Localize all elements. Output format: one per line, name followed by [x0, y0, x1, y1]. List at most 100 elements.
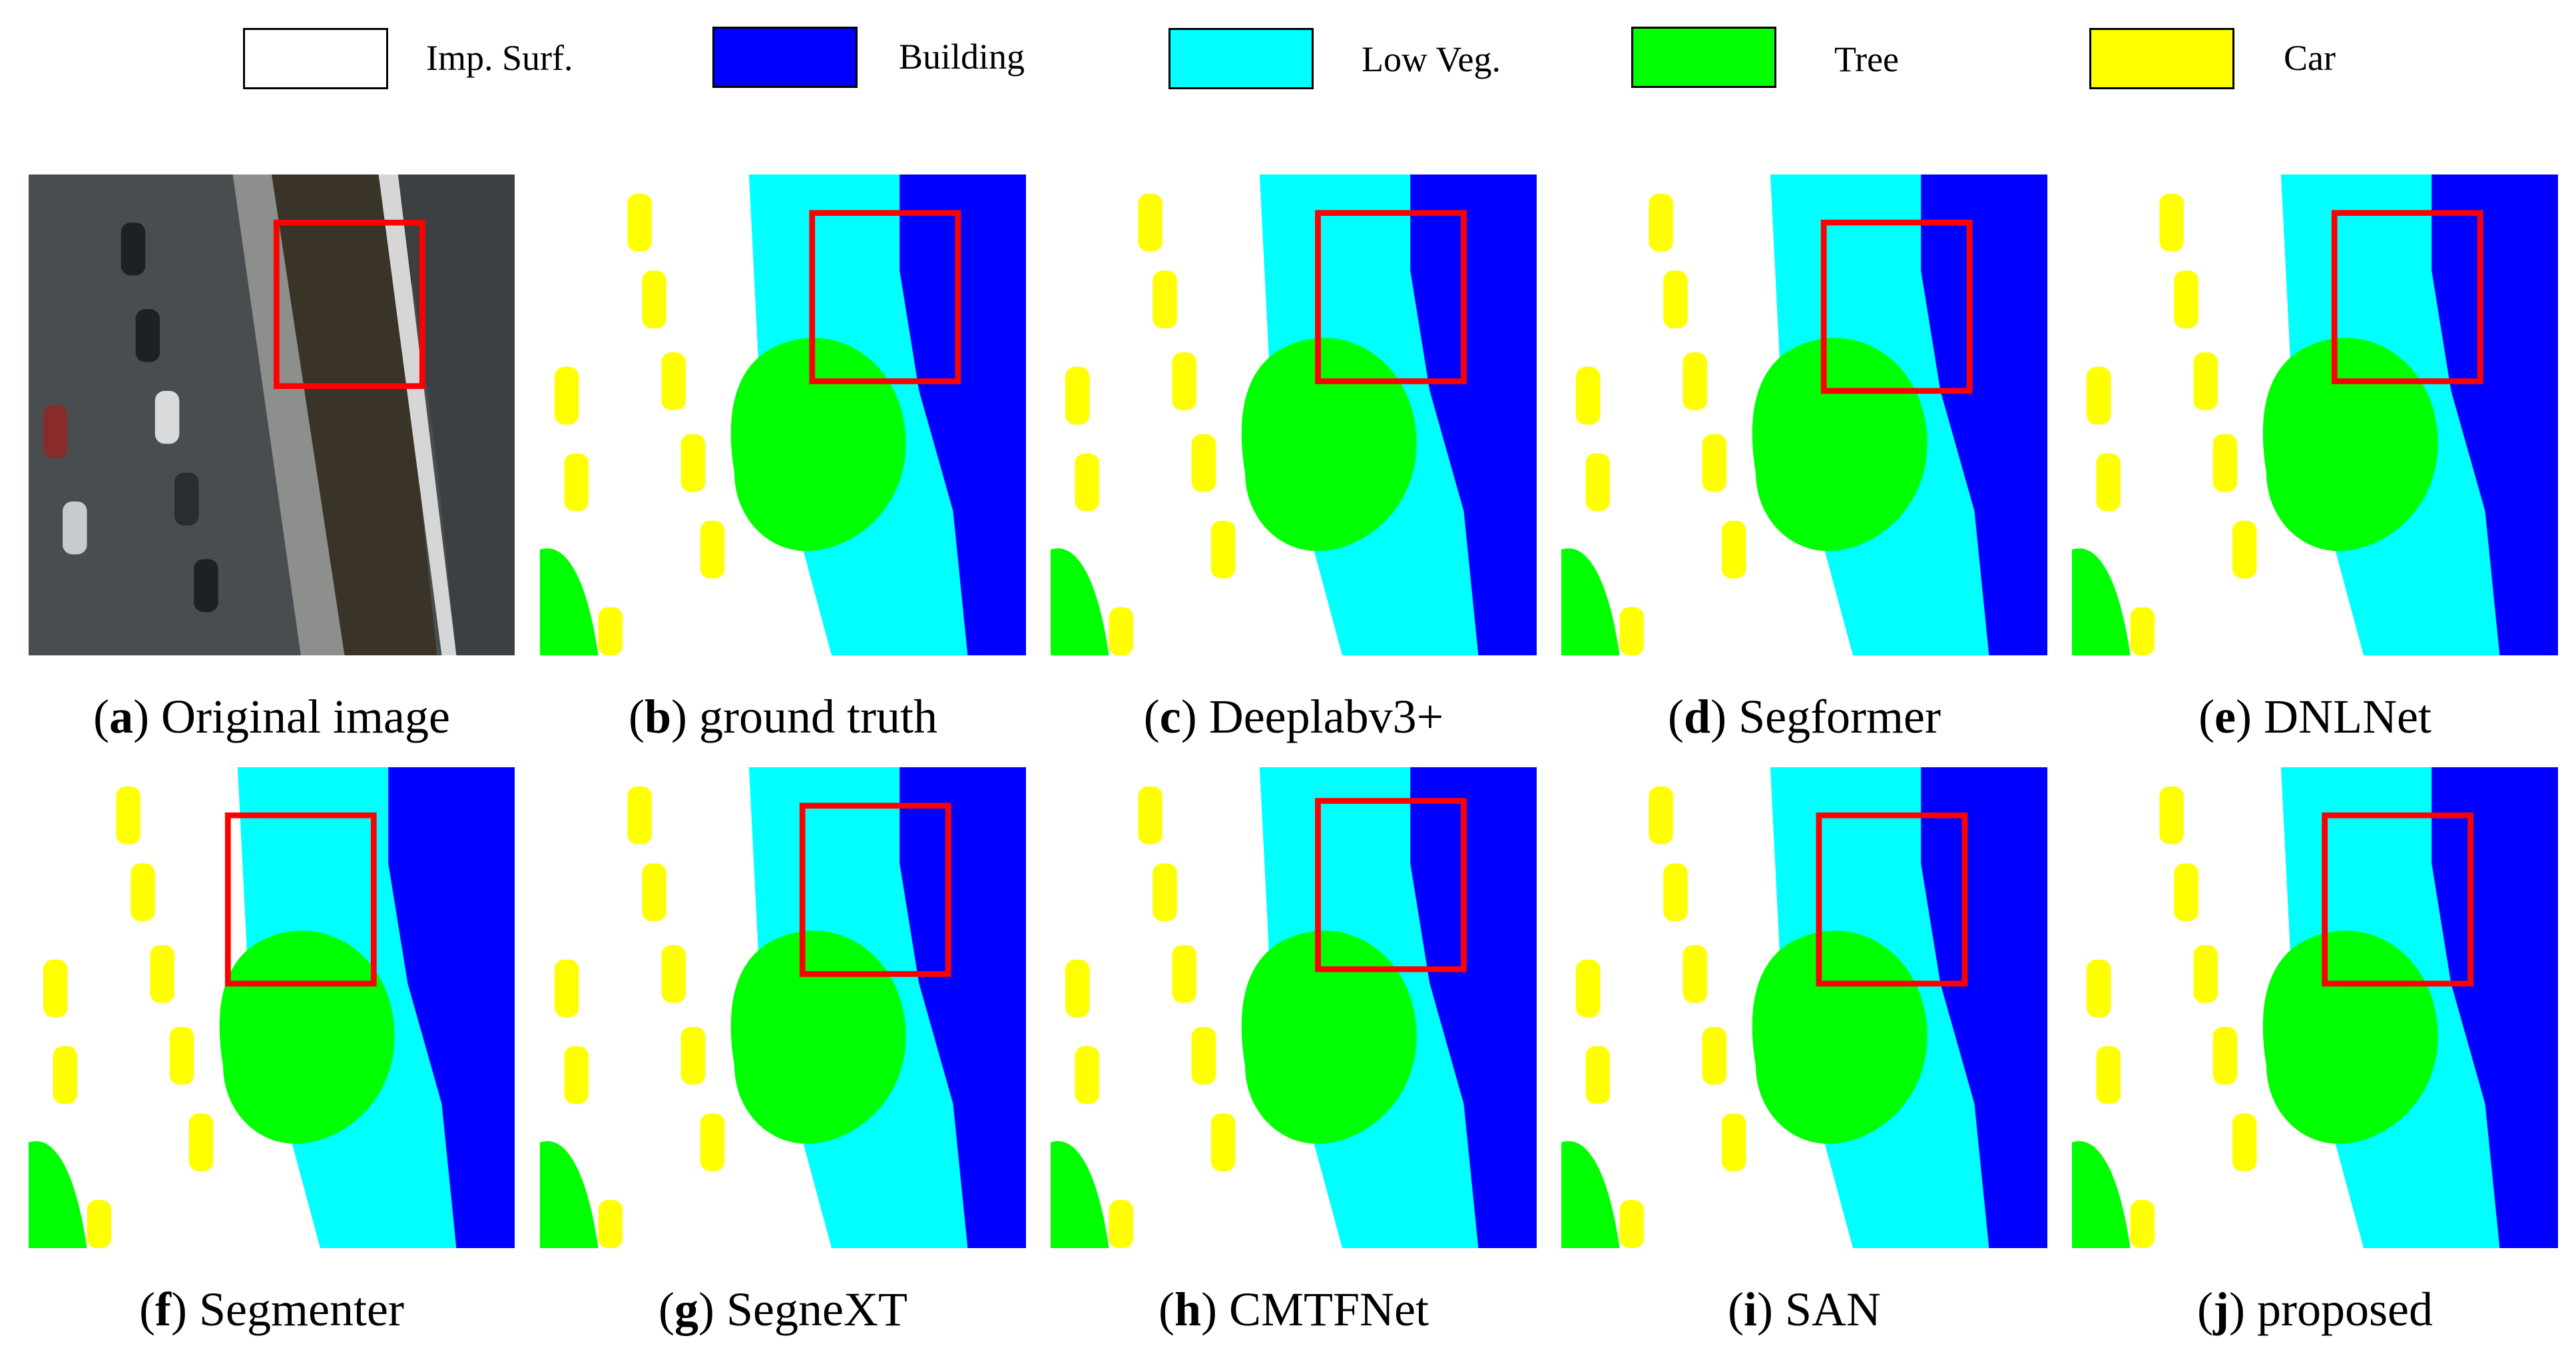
caption-d: (d) Segformer	[1668, 690, 1941, 743]
legend-label-car: Car	[2284, 38, 2336, 78]
tree-corner-region	[1561, 548, 1620, 655]
car-mark	[1649, 193, 1673, 252]
car-mark	[1575, 366, 1601, 425]
car-mark	[1109, 1199, 1134, 1248]
car-mark	[554, 959, 579, 1018]
car-mark	[1153, 863, 1177, 922]
car-mark	[2159, 193, 2184, 252]
car-mark	[116, 786, 140, 845]
car-mark	[1191, 434, 1216, 492]
building-region	[900, 767, 1026, 1248]
legend-label-imp-surf: Imp. Surf.	[426, 38, 573, 78]
building-region	[1410, 767, 1537, 1248]
panel-e-image	[2072, 174, 2558, 655]
car-mark	[1210, 1113, 1236, 1172]
car-mark	[661, 352, 686, 410]
legend-swatch-imp-surf	[243, 28, 388, 89]
car-mark	[43, 959, 68, 1018]
car-mark	[87, 1199, 112, 1248]
tree-corner-region	[2072, 548, 2131, 655]
car-mark	[1721, 520, 1746, 579]
car-mark	[642, 270, 666, 329]
panel-b-image	[540, 174, 1026, 655]
car-mark	[2232, 520, 2257, 579]
tree-corner-region	[1561, 1141, 1620, 1248]
car-mark	[1682, 945, 1707, 1003]
car-mark	[598, 1199, 623, 1248]
legend-swatch-car	[2089, 28, 2234, 89]
highlight-box	[224, 812, 377, 987]
car-mark	[169, 1026, 194, 1085]
car-mark	[554, 366, 579, 425]
car-mark	[680, 434, 706, 492]
car-mark	[1172, 945, 1196, 1003]
car-mark	[680, 1026, 706, 1085]
caption-e: (e) DNLNet	[2198, 690, 2432, 743]
caption-i: (i) SAN	[1727, 1283, 1882, 1336]
tree-region	[730, 338, 906, 551]
car-mark	[1191, 1026, 1216, 1085]
car-mark	[1138, 193, 1162, 252]
panel-c-image	[1051, 174, 1537, 655]
legend-swatch-low-veg	[1168, 28, 1314, 89]
highlight-box	[273, 219, 425, 390]
car-mark	[700, 1113, 725, 1172]
car-mark	[1721, 1113, 1746, 1172]
car-mark	[1065, 959, 1090, 1018]
car-mark	[188, 1113, 214, 1172]
car-mark	[1153, 270, 1177, 329]
panel-a-image	[29, 174, 515, 655]
caption-a: (a) Original image	[93, 690, 450, 743]
caption-j: (j) proposed	[2197, 1283, 2433, 1336]
tree-region	[2262, 338, 2438, 551]
car-mark	[2174, 270, 2198, 329]
legend-swatch-building	[712, 27, 858, 88]
photo-car	[121, 222, 146, 276]
car-mark	[150, 945, 174, 1003]
car-mark	[1649, 786, 1673, 845]
car-mark	[1663, 863, 1688, 922]
caption-b: (b) ground truth	[629, 690, 937, 743]
tree-corner-region	[29, 1141, 87, 1248]
car-mark	[1075, 1046, 1099, 1104]
car-mark	[2130, 607, 2155, 655]
car-mark	[2086, 366, 2111, 425]
car-mark	[2212, 1026, 2238, 1085]
panel-i-image	[1561, 767, 2047, 1248]
tree-corner-region	[2072, 1141, 2131, 1248]
caption-g: (g) SegneXT	[658, 1283, 907, 1336]
car-mark	[1702, 434, 1727, 492]
legend-label-building: Building	[899, 37, 1025, 77]
photo-car	[135, 309, 160, 362]
car-mark	[2096, 453, 2121, 511]
car-mark	[1075, 453, 1099, 511]
car-mark	[1619, 607, 1645, 655]
car-mark	[1585, 453, 1610, 511]
tree-corner-region	[540, 1141, 599, 1248]
tree-corner-region	[1051, 548, 1109, 655]
car-mark	[1172, 352, 1196, 410]
car-mark	[53, 1046, 77, 1104]
tree-corner-region	[540, 548, 599, 655]
building-region	[900, 174, 1026, 655]
car-mark	[564, 1046, 589, 1104]
car-mark	[2212, 434, 2238, 492]
car-mark	[2159, 786, 2184, 845]
legend-label-tree: Tree	[1834, 39, 1900, 79]
highlight-box	[1315, 798, 1467, 972]
car-mark	[564, 453, 589, 511]
car-mark	[2193, 352, 2218, 410]
photo-roof-edge	[378, 174, 457, 655]
car-mark	[1109, 607, 1134, 655]
photo-car	[154, 390, 180, 444]
building-region	[1410, 174, 1537, 655]
car-mark	[1065, 366, 1090, 425]
car-mark	[661, 945, 686, 1003]
panel-h-image	[1051, 767, 1537, 1248]
highlight-box	[1820, 219, 1973, 394]
car-mark	[2130, 1199, 2155, 1248]
photo-building-roof	[397, 174, 515, 655]
car-mark	[130, 863, 155, 922]
building-region	[2432, 767, 2558, 1248]
car-mark	[2086, 959, 2111, 1018]
